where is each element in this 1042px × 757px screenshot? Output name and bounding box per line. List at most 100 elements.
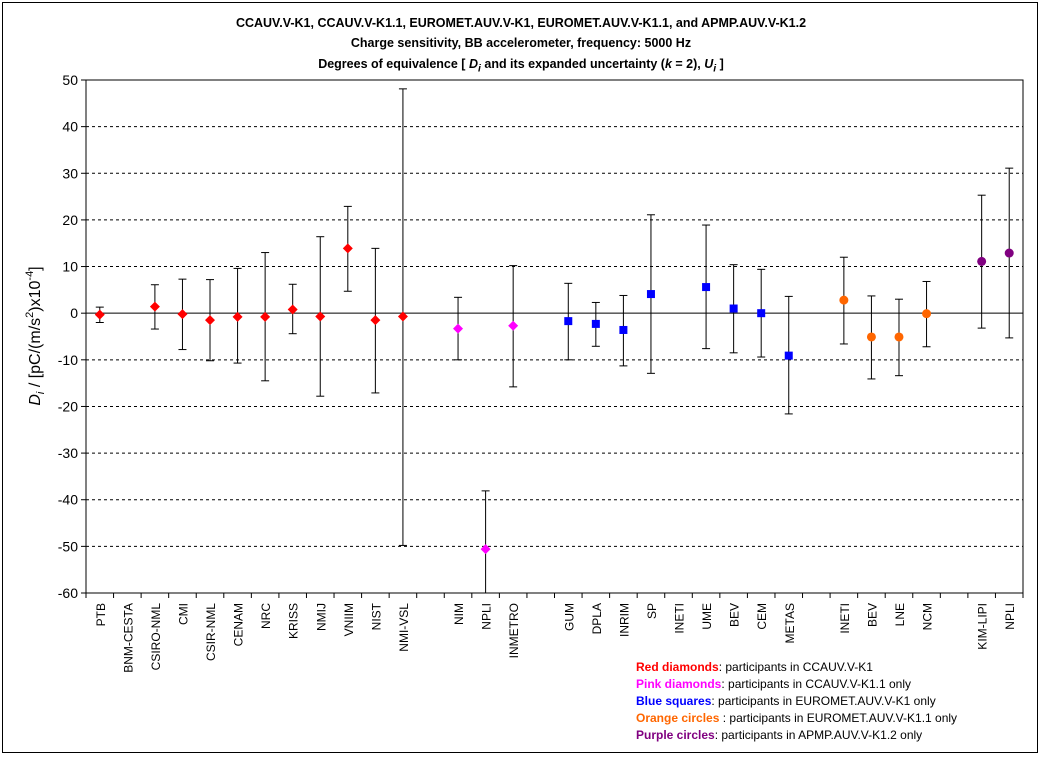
chart-title-line-3: Degrees of equivalence [ Di and its expa… — [0, 57, 1042, 75]
x-label: NPLI — [1003, 603, 1017, 630]
x-label: NIM — [452, 603, 466, 625]
legend-key: Orange circles — [636, 711, 720, 725]
y-tick-label: -60 — [58, 585, 78, 601]
title3-d-sub: i — [477, 63, 481, 75]
square-marker — [729, 304, 738, 313]
circle-marker — [894, 332, 904, 342]
legend-text: : participants in EUROMET.AUV.V-K1 only — [711, 694, 936, 708]
x-label: SP — [645, 603, 659, 619]
x-label: LNE — [893, 603, 907, 626]
y-tick-label: -10 — [58, 352, 78, 368]
diamond-marker — [287, 304, 298, 315]
x-label: NMIJ — [314, 603, 328, 631]
y-tick-label: -30 — [58, 445, 78, 461]
gridlines — [86, 126, 1023, 547]
x-label: INMETRO — [507, 603, 521, 658]
ylabel-d: D — [27, 394, 44, 406]
diamond-marker — [232, 311, 243, 322]
legend-text: : participants in CCAUV.V-K1 — [718, 660, 873, 674]
title3-u-sub: i — [713, 63, 717, 75]
diamond-marker — [508, 320, 519, 331]
legend-entry: Orange circles : participants in EUROMET… — [636, 711, 957, 725]
legend-key: Blue squares — [636, 694, 712, 708]
plot-area — [85, 79, 1024, 594]
x-label: UME — [700, 603, 714, 630]
title3-k: k — [664, 57, 672, 71]
diamond-marker — [315, 311, 326, 322]
x-label: BEV — [728, 603, 742, 627]
x-label: CSIRO-NML — [149, 603, 163, 671]
ylabel-sup2: 2 — [24, 312, 36, 318]
diamond-marker — [94, 309, 105, 320]
x-label: KIM-LIPI — [976, 603, 990, 650]
x-label: INETI — [673, 603, 687, 634]
x-label: GUM — [562, 603, 576, 631]
title3-d: D — [468, 57, 478, 71]
ylabel-d-sub: i — [35, 391, 47, 394]
x-label: NMI-VSL — [397, 603, 411, 652]
y-tick-label: -40 — [58, 492, 78, 508]
x-label: NRC — [259, 603, 273, 629]
ylabel-text3: ] — [27, 266, 44, 270]
y-tick-label: 30 — [62, 165, 78, 181]
x-label: CSIR-NML — [204, 603, 218, 661]
diamond-marker — [205, 315, 216, 326]
y-tick-label: 50 — [62, 72, 78, 88]
diamond-marker — [397, 311, 408, 322]
circle-marker — [839, 295, 849, 305]
circle-marker — [1004, 248, 1014, 258]
title3-suffix: ] — [716, 57, 724, 71]
legend-key: Pink diamonds — [636, 677, 722, 691]
diamond-marker — [453, 323, 464, 334]
title3-mid2: = 2), — [671, 57, 705, 71]
square-marker — [591, 319, 600, 328]
x-label: DPLA — [590, 603, 604, 634]
x-label: CEM — [755, 603, 769, 630]
title3-u: U — [704, 57, 714, 71]
x-label: CENAM — [232, 603, 246, 646]
diamond-marker — [342, 243, 353, 254]
y-tick-label: -20 — [58, 398, 78, 414]
x-label: BNM-CESTA — [121, 603, 135, 673]
ylabel-text2: )x10 — [27, 280, 44, 311]
legend-entry: Red diamonds: participants in CCAUV.V-K1 — [636, 660, 873, 674]
x-label: NCM — [921, 603, 935, 630]
x-axis-labels: PTB BNM-CESTA CSIRO-NML CMI CSIR-NML CENAM NRC… — [94, 602, 1017, 672]
diamond-marker — [260, 311, 271, 322]
x-label: METAS — [783, 603, 797, 643]
legend-key: Red diamonds — [636, 660, 719, 674]
square-marker — [619, 325, 628, 334]
y-tick-label: 10 — [62, 259, 78, 275]
ylabel-text1: / [pC/(m/s — [27, 318, 44, 392]
x-label: INETI — [838, 603, 852, 634]
y-tick-label: 0 — [70, 305, 78, 321]
legend-text: : participants in APMP.AUV.V-K1.2 only — [714, 728, 923, 742]
circle-marker — [866, 332, 876, 342]
data-markers — [94, 243, 1014, 555]
square-marker — [784, 351, 793, 360]
chart-title-line-1: CCAUV.V-K1, CCAUV.V-K1.1, EUROMET.AUV.V-… — [235, 16, 807, 30]
x-label: NIST — [369, 602, 383, 630]
y-tick-label: 40 — [62, 119, 78, 135]
x-label: NPLI — [480, 603, 494, 630]
square-marker — [702, 283, 711, 292]
x-axis-ticks — [85, 593, 1024, 598]
x-label: VNIIM — [342, 603, 356, 636]
square-marker — [757, 309, 766, 318]
title3-mid1: and its expanded uncertainty ( — [480, 57, 665, 71]
legend-text: : participants in CCAUV.V-K1.1 only — [721, 677, 912, 691]
square-marker — [564, 317, 573, 326]
diamond-marker — [370, 315, 381, 326]
diamond-marker — [149, 301, 160, 312]
circle-marker — [922, 309, 932, 319]
legend-text: : participants in EUROMET.AUV.V-K1.1 onl… — [719, 711, 958, 725]
legend-key: Purple circles — [636, 728, 715, 742]
ylabel-sup-exp: -4 — [24, 271, 36, 281]
legend-entry: Blue squares: participants in EUROMET.AU… — [636, 694, 936, 708]
x-label: KRISS — [287, 603, 301, 639]
x-label: CMI — [176, 603, 190, 625]
x-label: INRIM — [617, 603, 631, 637]
diamond-marker — [480, 544, 491, 555]
